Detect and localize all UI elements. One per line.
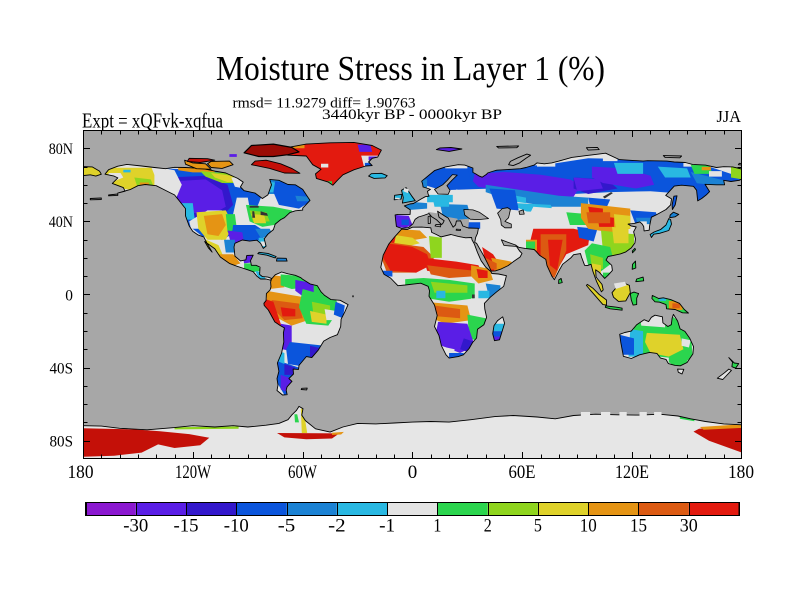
- svg-text:-15: -15: [174, 516, 199, 537]
- svg-text:120W: 120W: [175, 462, 211, 483]
- svg-text:1: 1: [433, 516, 441, 537]
- svg-text:15: 15: [630, 516, 647, 537]
- svg-text:-2: -2: [328, 516, 346, 537]
- svg-text:10: 10: [580, 516, 597, 537]
- svg-text:60W: 60W: [288, 462, 317, 483]
- svg-text:Moisture Stress in Layer 1 (%): Moisture Stress in Layer 1 (%): [216, 49, 605, 88]
- svg-text:180: 180: [68, 462, 94, 483]
- svg-text:120E: 120E: [615, 462, 649, 483]
- svg-text:40N: 40N: [49, 214, 73, 231]
- svg-text:JJA: JJA: [717, 107, 742, 126]
- svg-text:Expt = xQFvk-xqfua: Expt = xQFvk-xqfua: [82, 109, 224, 133]
- svg-text:60E: 60E: [509, 462, 536, 483]
- svg-text:rmsd= 11.9279 diff= 1.90763: rmsd= 11.9279 diff= 1.90763: [233, 96, 416, 112]
- svg-text:80N: 80N: [49, 141, 73, 158]
- svg-text:80S: 80S: [50, 434, 74, 451]
- svg-text:40S: 40S: [50, 360, 74, 377]
- svg-text:-30: -30: [123, 516, 148, 537]
- svg-text:-5: -5: [278, 516, 296, 537]
- svg-text:0: 0: [65, 287, 73, 304]
- svg-text:0: 0: [408, 462, 418, 483]
- svg-text:30: 30: [680, 516, 698, 537]
- svg-text:-10: -10: [224, 516, 249, 537]
- svg-text:3440kyr BP - 0000kyr BP: 3440kyr BP - 0000kyr BP: [322, 107, 502, 123]
- svg-text:-1: -1: [379, 516, 395, 537]
- svg-text:5: 5: [534, 516, 542, 537]
- svg-text:180: 180: [728, 462, 754, 483]
- svg-text:2: 2: [484, 516, 492, 537]
